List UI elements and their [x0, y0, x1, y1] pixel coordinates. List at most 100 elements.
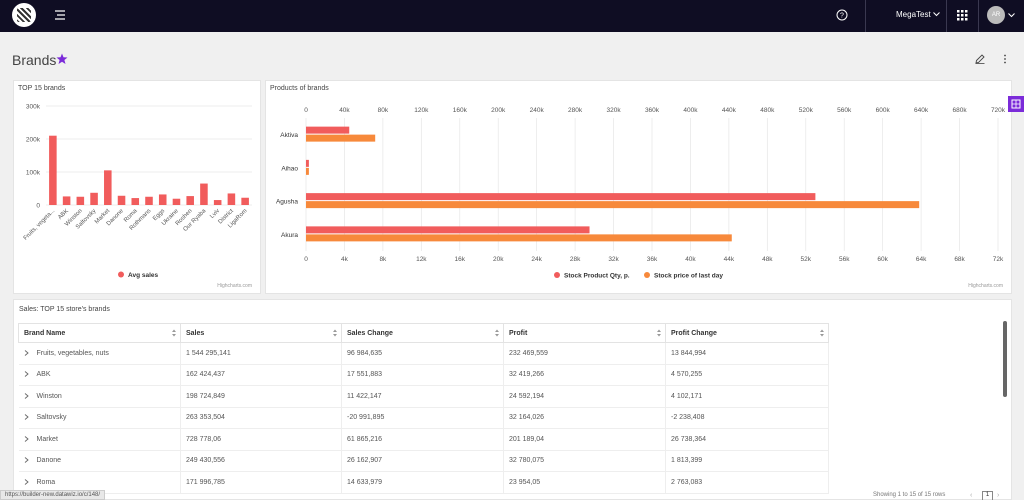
table-row[interactable]: Fruits, vegetables, nuts 1 544 295,141 96 … [18, 342, 829, 365]
pagination-prev[interactable]: ‹ [970, 492, 973, 499]
table-row[interactable]: Winston 198 724,849 11 422,147 24 592,194 4 … [18, 385, 829, 408]
bottom-axis-label: 12k [416, 256, 427, 263]
table-row[interactable]: Saltovsky 263 353,504 -20 991,895 32 164,02… [18, 407, 829, 429]
category-label: Agusha [276, 199, 298, 206]
favorite-star-icon[interactable] [56, 53, 68, 65]
top-brands-card: TOP 15 brands 300k 200k 100k 0 Fruits, veget… [13, 80, 261, 294]
bar [306, 159, 309, 167]
bar [306, 167, 309, 175]
bottom-axis-label: 36k [647, 256, 658, 263]
table-scrollbar[interactable] [1003, 321, 1007, 397]
table-cell: 1 544 295,141 [180, 342, 342, 365]
table-title: Sales: TOP 15 store's brands [19, 306, 110, 313]
cell-value: 1 813,399 [671, 457, 703, 465]
expand-row-icon[interactable] [24, 350, 29, 356]
bottom-axis-label: 24k [531, 256, 542, 263]
table-cell: Winston [18, 385, 181, 408]
sort-icon[interactable] [333, 329, 337, 337]
products-of-brands-chart: 0 40k 80k 120k 160k 200k 240k 280k 320k 360k 400k 4… [276, 107, 1006, 280]
sort-icon[interactable] [820, 329, 824, 337]
column-header[interactable]: Sales [180, 323, 342, 343]
edit-icon[interactable] [975, 54, 985, 64]
column-header[interactable]: Brand Name [18, 323, 181, 343]
top-axis-label: 560k [837, 107, 852, 114]
legend-label: Avg sales [128, 272, 158, 279]
column-header[interactable]: Profit Change [665, 323, 829, 343]
chart-credit[interactable]: Highcharts.com [217, 283, 252, 289]
cell-value: 26 162,907 [347, 457, 383, 465]
bar [241, 197, 249, 205]
table-cell: Danone [18, 450, 181, 472]
cell-value: 23 954,05 [509, 478, 541, 486]
bar [62, 196, 71, 205]
table-row[interactable]: Market 728 778,06 61 865,216 201 189,04 26 7… [18, 428, 829, 451]
bar [131, 198, 140, 205]
table-cell: 4 102,171 [665, 385, 829, 408]
cell-value: 32 164,026 [509, 414, 545, 422]
chevron-down-icon[interactable] [1008, 13, 1015, 18]
bar [200, 183, 208, 205]
table-cell: 32 780,075 [503, 450, 666, 472]
expand-row-icon[interactable] [24, 393, 29, 399]
table-cell: 32 164,026 [503, 407, 666, 429]
table-cell: 728 778,06 [180, 428, 342, 451]
pagination-info: Showing 1 to 15 of 15 rows [873, 492, 946, 498]
help-icon[interactable]: ? [836, 9, 848, 21]
cell-value: Market [36, 435, 58, 443]
status-url: https://builder-new.datawiz.io/c/148/ [0, 490, 106, 500]
account-switcher[interactable]: MegaTest [896, 10, 940, 19]
bar [117, 195, 126, 205]
table-row[interactable]: Danone 249 430,556 26 162,907 32 780,075 1 8… [18, 450, 829, 472]
side-panel-toggle[interactable] [1008, 96, 1024, 112]
table-cell: 4 570,255 [665, 364, 829, 386]
bar [49, 135, 57, 205]
cell-value: 61 865,216 [347, 435, 383, 443]
expand-row-icon[interactable] [24, 457, 29, 464]
x-tick-label: Lviv [209, 208, 221, 220]
y-tick-label: 200k [26, 137, 41, 144]
expand-row-icon[interactable] [24, 414, 29, 421]
products-of-brands-card: Products of brands 0 40k 80k 120k 160k 200k 24… [265, 80, 1012, 294]
table-cell: 17 551,883 [341, 364, 504, 386]
expand-row-icon[interactable] [24, 371, 29, 378]
logo-button[interactable] [12, 3, 36, 27]
legend-marker [118, 271, 124, 278]
sort-icon[interactable] [657, 329, 661, 337]
category-label: Aktiva [280, 132, 298, 139]
sort-icon[interactable] [172, 329, 176, 337]
column-header[interactable]: Profit [503, 323, 666, 343]
chart-title: Products of brands [270, 85, 329, 92]
top-axis-label: 320k [607, 107, 622, 114]
bar [186, 196, 194, 205]
expand-row-icon[interactable] [24, 436, 29, 442]
top-axis-label: 280k [568, 107, 583, 114]
column-header[interactable]: Sales Change [341, 323, 504, 343]
avatar[interactable]: AR [987, 6, 1005, 24]
bar [213, 200, 222, 205]
pagination-next[interactable]: › [997, 492, 1000, 499]
cell-value: 232 469,559 [509, 349, 548, 357]
cell-value: 96 984,635 [347, 349, 383, 357]
apps-grid-icon[interactable] [957, 10, 968, 21]
table-cell: 162 424,437 [180, 364, 342, 386]
top-axis-label: 360k [645, 107, 660, 114]
table-row[interactable]: Roma 171 996,785 14 633,979 23 954,05 2 763,… [18, 471, 829, 494]
pagination-page[interactable]: 1 [982, 491, 993, 500]
table-cell: 96 984,635 [341, 342, 504, 365]
menu-icon[interactable] [54, 9, 66, 21]
table-cell: ABK [18, 364, 181, 386]
cell-value: 11 422,147 [347, 392, 382, 400]
table-cell: 14 633,979 [341, 471, 504, 494]
bar [306, 226, 590, 234]
bar [104, 170, 112, 205]
bottom-axis-label: 16k [455, 256, 466, 263]
bar [306, 134, 376, 142]
sort-icon[interactable] [495, 329, 499, 337]
expand-row-icon[interactable] [24, 479, 29, 485]
table-row[interactable]: ABK 162 424,437 17 551,883 32 419,266 4 570,… [18, 364, 829, 386]
chart-credit[interactable]: Highcharts.com [968, 283, 1003, 289]
divider [946, 0, 947, 32]
more-options-icon[interactable] [1003, 54, 1007, 64]
bar [306, 201, 920, 209]
category-label: Aihao [281, 165, 298, 172]
